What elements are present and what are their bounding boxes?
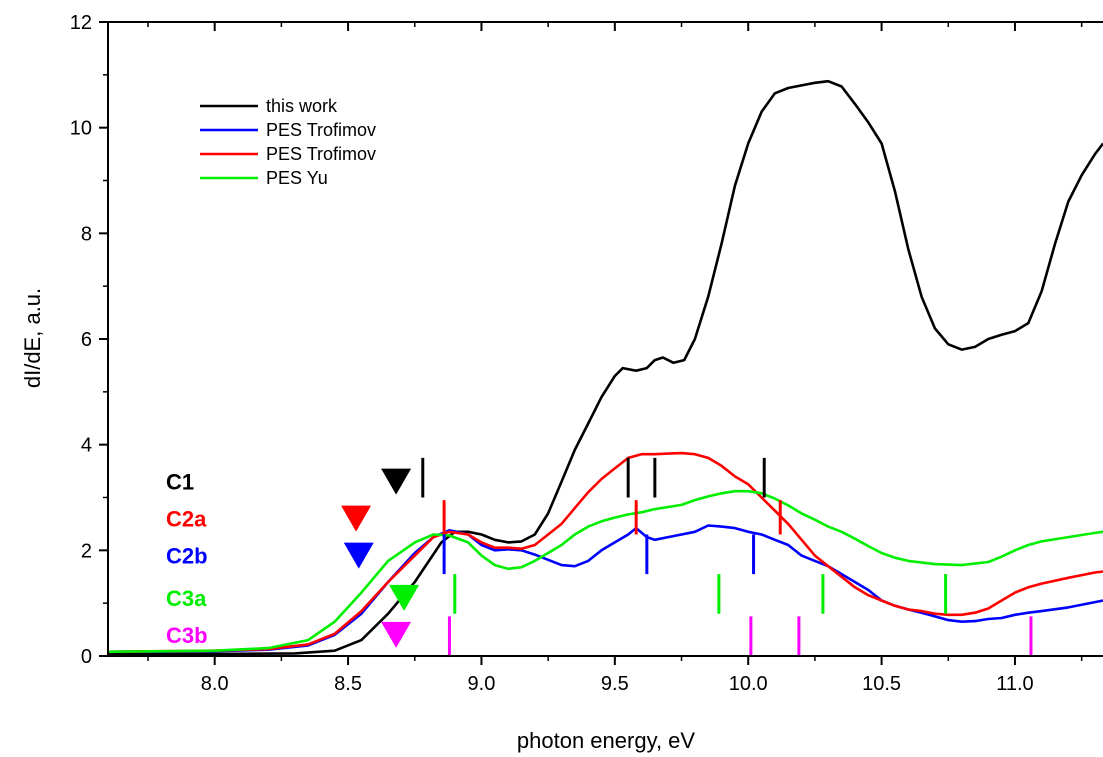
series-line-1 [107, 524, 1103, 654]
triangle-marker-c3b [381, 621, 412, 648]
annotation-label-c2b: C2b [166, 544, 208, 569]
y-tick-label-3: 6 [81, 329, 92, 351]
legend: this work PES Trofimov PES Trofimov PES Yu [200, 96, 376, 188]
legend-label-1: PES Trofimov [266, 120, 376, 140]
annotation-label-c1: C1 [166, 470, 194, 495]
annotation-label-c3b: C3b [166, 623, 208, 648]
annotation-layer: C1 C2a C2b C3a C3b [166, 457, 1033, 656]
legend-label-2: PES Trofimov [266, 144, 376, 164]
axes-layer: 8.0 8.5 9.0 9.5 10.0 10.5 11.0 0 2 4 6 8 10 12 [70, 12, 1103, 695]
x-tick-label-4: 10.0 [729, 673, 768, 695]
y-tick-label-0: 0 [81, 646, 92, 668]
annotation-label-c3a: C3a [166, 586, 207, 611]
x-axis-label: photon energy, eV [517, 728, 695, 753]
series-line-3 [107, 489, 1103, 654]
legend-label-3: PES Yu [266, 168, 328, 188]
triangle-marker-c2a [341, 505, 372, 532]
triangle-marker-c3a [389, 584, 420, 611]
y-tick-label-4: 8 [81, 223, 92, 245]
y-tick-label-2: 4 [81, 435, 92, 457]
annotation-label-c2a: C2a [166, 507, 207, 532]
x-tick-label-5: 10.5 [862, 673, 901, 695]
x-tick-label-1: 8.5 [334, 673, 362, 695]
y-tick-label-1: 2 [81, 540, 92, 562]
x-tick-label-2: 9.0 [468, 673, 496, 695]
series-line-0 [108, 79, 1103, 656]
x-tick-label-6: 11.0 [996, 673, 1033, 695]
y-axis-label: dI/dE, a.u. [20, 288, 45, 388]
series-line-2 [107, 451, 1103, 654]
x-tick-label-3: 9.5 [601, 673, 629, 695]
y-tick-label-6: 12 [70, 12, 92, 34]
y-tick-label-5: 10 [70, 118, 92, 140]
x-tick-label-0: 8.0 [201, 673, 229, 695]
series-layer [107, 79, 1103, 656]
triangle-marker-c2b [343, 542, 374, 569]
triangle-marker-c1 [381, 468, 412, 495]
legend-label-0: this work [266, 96, 338, 116]
